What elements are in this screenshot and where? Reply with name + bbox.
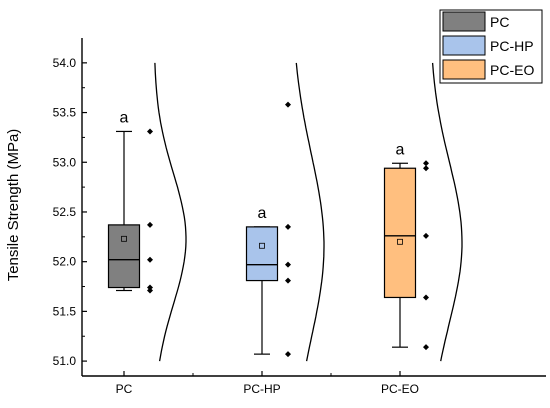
data-point	[285, 223, 291, 230]
legend-swatch	[442, 11, 486, 32]
y-tick-label: 53.5	[53, 106, 77, 120]
legend-swatch	[442, 59, 486, 80]
y-tick-label: 52.5	[53, 205, 77, 219]
mean-marker	[121, 235, 127, 242]
box-group-pc: a	[107, 62, 187, 362]
box-group-pc-eo: a	[383, 62, 463, 362]
box-group-pc-hp: a	[245, 62, 325, 362]
data-point	[423, 160, 429, 167]
box-iqr	[383, 167, 417, 299]
x-tick-label: PC-HP	[243, 382, 280, 396]
data-point	[423, 344, 429, 351]
x-tick-label: PC	[116, 382, 133, 396]
significance-letter: a	[258, 205, 267, 222]
y-tick-label: 52.0	[53, 255, 77, 269]
significance-letter: a	[120, 109, 129, 126]
plot-area: 51.0 51.5 52.0 52.5 53.0 53.5 54.0 PC PC-HP PC-EO…	[53, 38, 546, 396]
legend-label: PC-EO	[490, 62, 534, 78]
distribution-curve	[154, 62, 187, 362]
data-point	[147, 256, 153, 263]
data-point	[423, 232, 429, 239]
data-point	[423, 294, 429, 301]
data-point	[285, 351, 291, 358]
data-point	[285, 101, 291, 108]
y-tick-label: 51.0	[53, 354, 77, 368]
x-tick-label: PC-EO	[381, 382, 419, 396]
distribution-curve	[431, 62, 463, 362]
significance-letter: a	[396, 141, 405, 158]
legend-label: PC-HP	[490, 38, 534, 54]
legend-label: PC	[490, 14, 509, 30]
data-point	[285, 277, 291, 284]
legend: PC PC-HP PC-EO	[439, 9, 543, 84]
y-tick-label: 53.0	[53, 155, 77, 169]
box-iqr	[245, 226, 279, 282]
distribution-curve	[295, 62, 325, 362]
data-point	[423, 165, 429, 172]
data-point	[147, 221, 153, 228]
y-tick-label: 51.5	[53, 304, 77, 318]
box-iqr	[107, 224, 141, 289]
y-axis-title: Tensile Strength (MPa)	[5, 129, 22, 282]
mean-marker	[259, 242, 265, 249]
data-point	[285, 261, 291, 268]
y-tick-label: 54.0	[53, 56, 77, 70]
legend-swatch	[442, 35, 486, 56]
mean-marker	[397, 238, 403, 245]
data-point	[147, 287, 153, 294]
data-point	[147, 128, 153, 135]
